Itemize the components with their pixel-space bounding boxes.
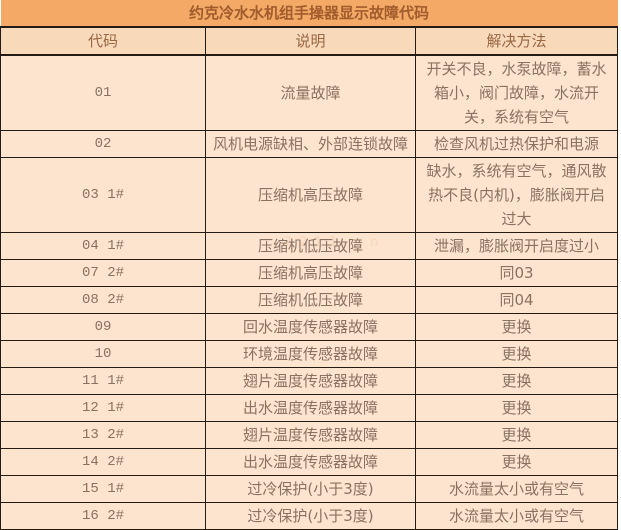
table-row: 03 1# 压缩机高压故障 缺水，系统有空气，通风散热不良(内机)，膨胀阀开启过大 — [0, 157, 619, 233]
table-row: 13 2# 翅片温度传感器故障 更换 — [0, 421, 619, 449]
solution-cell: 同04 — [414, 286, 619, 314]
solution-cell: 更换 — [414, 421, 619, 449]
code-cell: 04 1# — [0, 232, 206, 260]
description-cell: 风机电源缺相、外部连锁故障 — [205, 130, 416, 158]
table-row: 02 风机电源缺相、外部连锁故障 检查风机过热保护和电源 — [0, 130, 619, 158]
table-row: 01 流量故障 开关不良，水泵故障，蓄水箱小，阀门故障，水流开关，系统有空气 — [0, 54, 619, 131]
description-cell: 过冷保护(小于3度) — [205, 475, 416, 503]
code-cell: 16 2# — [0, 502, 206, 530]
solution-cell: 更换 — [414, 448, 619, 476]
table-row: 14 2# 出水温度传感器故障 更换 — [0, 448, 619, 476]
solution-cell: 更换 — [414, 313, 619, 341]
solution-cell: 水流量太小或有空气 — [414, 502, 619, 530]
solution-cell: 同03 — [414, 259, 619, 287]
table-title-row: 约克冷水水机组手操器显示故障代码 — [0, 0, 618, 28]
fault-table-body: 01 流量故障 开关不良，水泵故障，蓄水箱小，阀门故障，水流开关，系统有空气 02 风机… — [0, 54, 619, 530]
code-cell: 01 — [0, 54, 206, 131]
description-cell: 压缩机低压故障 — [205, 286, 416, 314]
code-cell: 03 1# — [0, 157, 206, 233]
description-cell: 环境温度传感器故障 — [205, 340, 416, 368]
column-header-description: 说明 — [205, 26, 416, 56]
code-cell: 08 2# — [0, 286, 206, 314]
table-row: 10 环境温度传感器故障 更换 — [0, 340, 619, 368]
description-cell: 压缩机低压故障 — [205, 232, 416, 260]
code-cell: 13 2# — [0, 421, 206, 449]
code-cell: 12 1# — [0, 394, 206, 422]
table-row: 04 1# 压缩机低压故障 泄漏，膨胀阀开启度过小 — [0, 232, 619, 260]
code-cell: 07 2# — [0, 259, 206, 287]
column-header-code: 代码 — [0, 26, 206, 56]
description-cell: 出水温度传感器故障 — [205, 394, 416, 422]
table-row: 07 2# 压缩机高压故障 同03 — [0, 259, 619, 287]
code-cell: 11 1# — [0, 367, 206, 395]
code-cell: 09 — [0, 313, 206, 341]
code-cell: 02 — [0, 130, 206, 158]
table-row: 08 2# 压缩机低压故障 同04 — [0, 286, 619, 314]
solution-cell: 开关不良，水泵故障，蓄水箱小，阀门故障，水流开关，系统有空气 — [414, 54, 619, 131]
solution-cell: 检查风机过热保护和电源 — [414, 130, 619, 158]
table-row: 16 2# 过冷保护(小于3度) 水流量太小或有空气 — [0, 502, 619, 530]
page-title: 约克冷水水机组手操器显示故障代码 — [0, 0, 618, 28]
code-cell: 15 1# — [0, 475, 206, 503]
code-cell: 14 2# — [0, 448, 206, 476]
table-row: 09 回水温度传感器故障 更换 — [0, 313, 619, 341]
table-row: 15 1# 过冷保护(小于3度) 水流量太小或有空气 — [0, 475, 619, 503]
description-cell: 回水温度传感器故障 — [205, 313, 416, 341]
description-cell: 翅片温度传感器故障 — [205, 421, 416, 449]
description-cell: 压缩机高压故障 — [205, 157, 416, 233]
solution-cell: 泄漏，膨胀阀开启度过小 — [414, 232, 619, 260]
table-row: 11 1# 翅片温度传感器故障 更换 — [0, 367, 619, 395]
table-row: 12 1# 出水温度传感器故障 更换 — [0, 394, 619, 422]
table-header-row: 代码 说明 解决方法 — [0, 26, 619, 56]
solution-cell: 更换 — [414, 340, 619, 368]
description-cell: 流量故障 — [205, 54, 416, 131]
description-cell: 出水温度传感器故障 — [205, 448, 416, 476]
description-cell: 过冷保护(小于3度) — [205, 502, 416, 530]
solution-cell: 更换 — [414, 394, 619, 422]
solution-cell: 水流量太小或有空气 — [414, 475, 619, 503]
solution-cell: 更换 — [414, 367, 619, 395]
description-cell: 压缩机高压故障 — [205, 259, 416, 287]
column-header-solution: 解决方法 — [414, 26, 619, 56]
code-cell: 10 — [0, 340, 206, 368]
solution-cell: 缺水，系统有空气，通风散热不良(内机)，膨胀阀开启过大 — [414, 157, 619, 233]
description-cell: 翅片温度传感器故障 — [205, 367, 416, 395]
